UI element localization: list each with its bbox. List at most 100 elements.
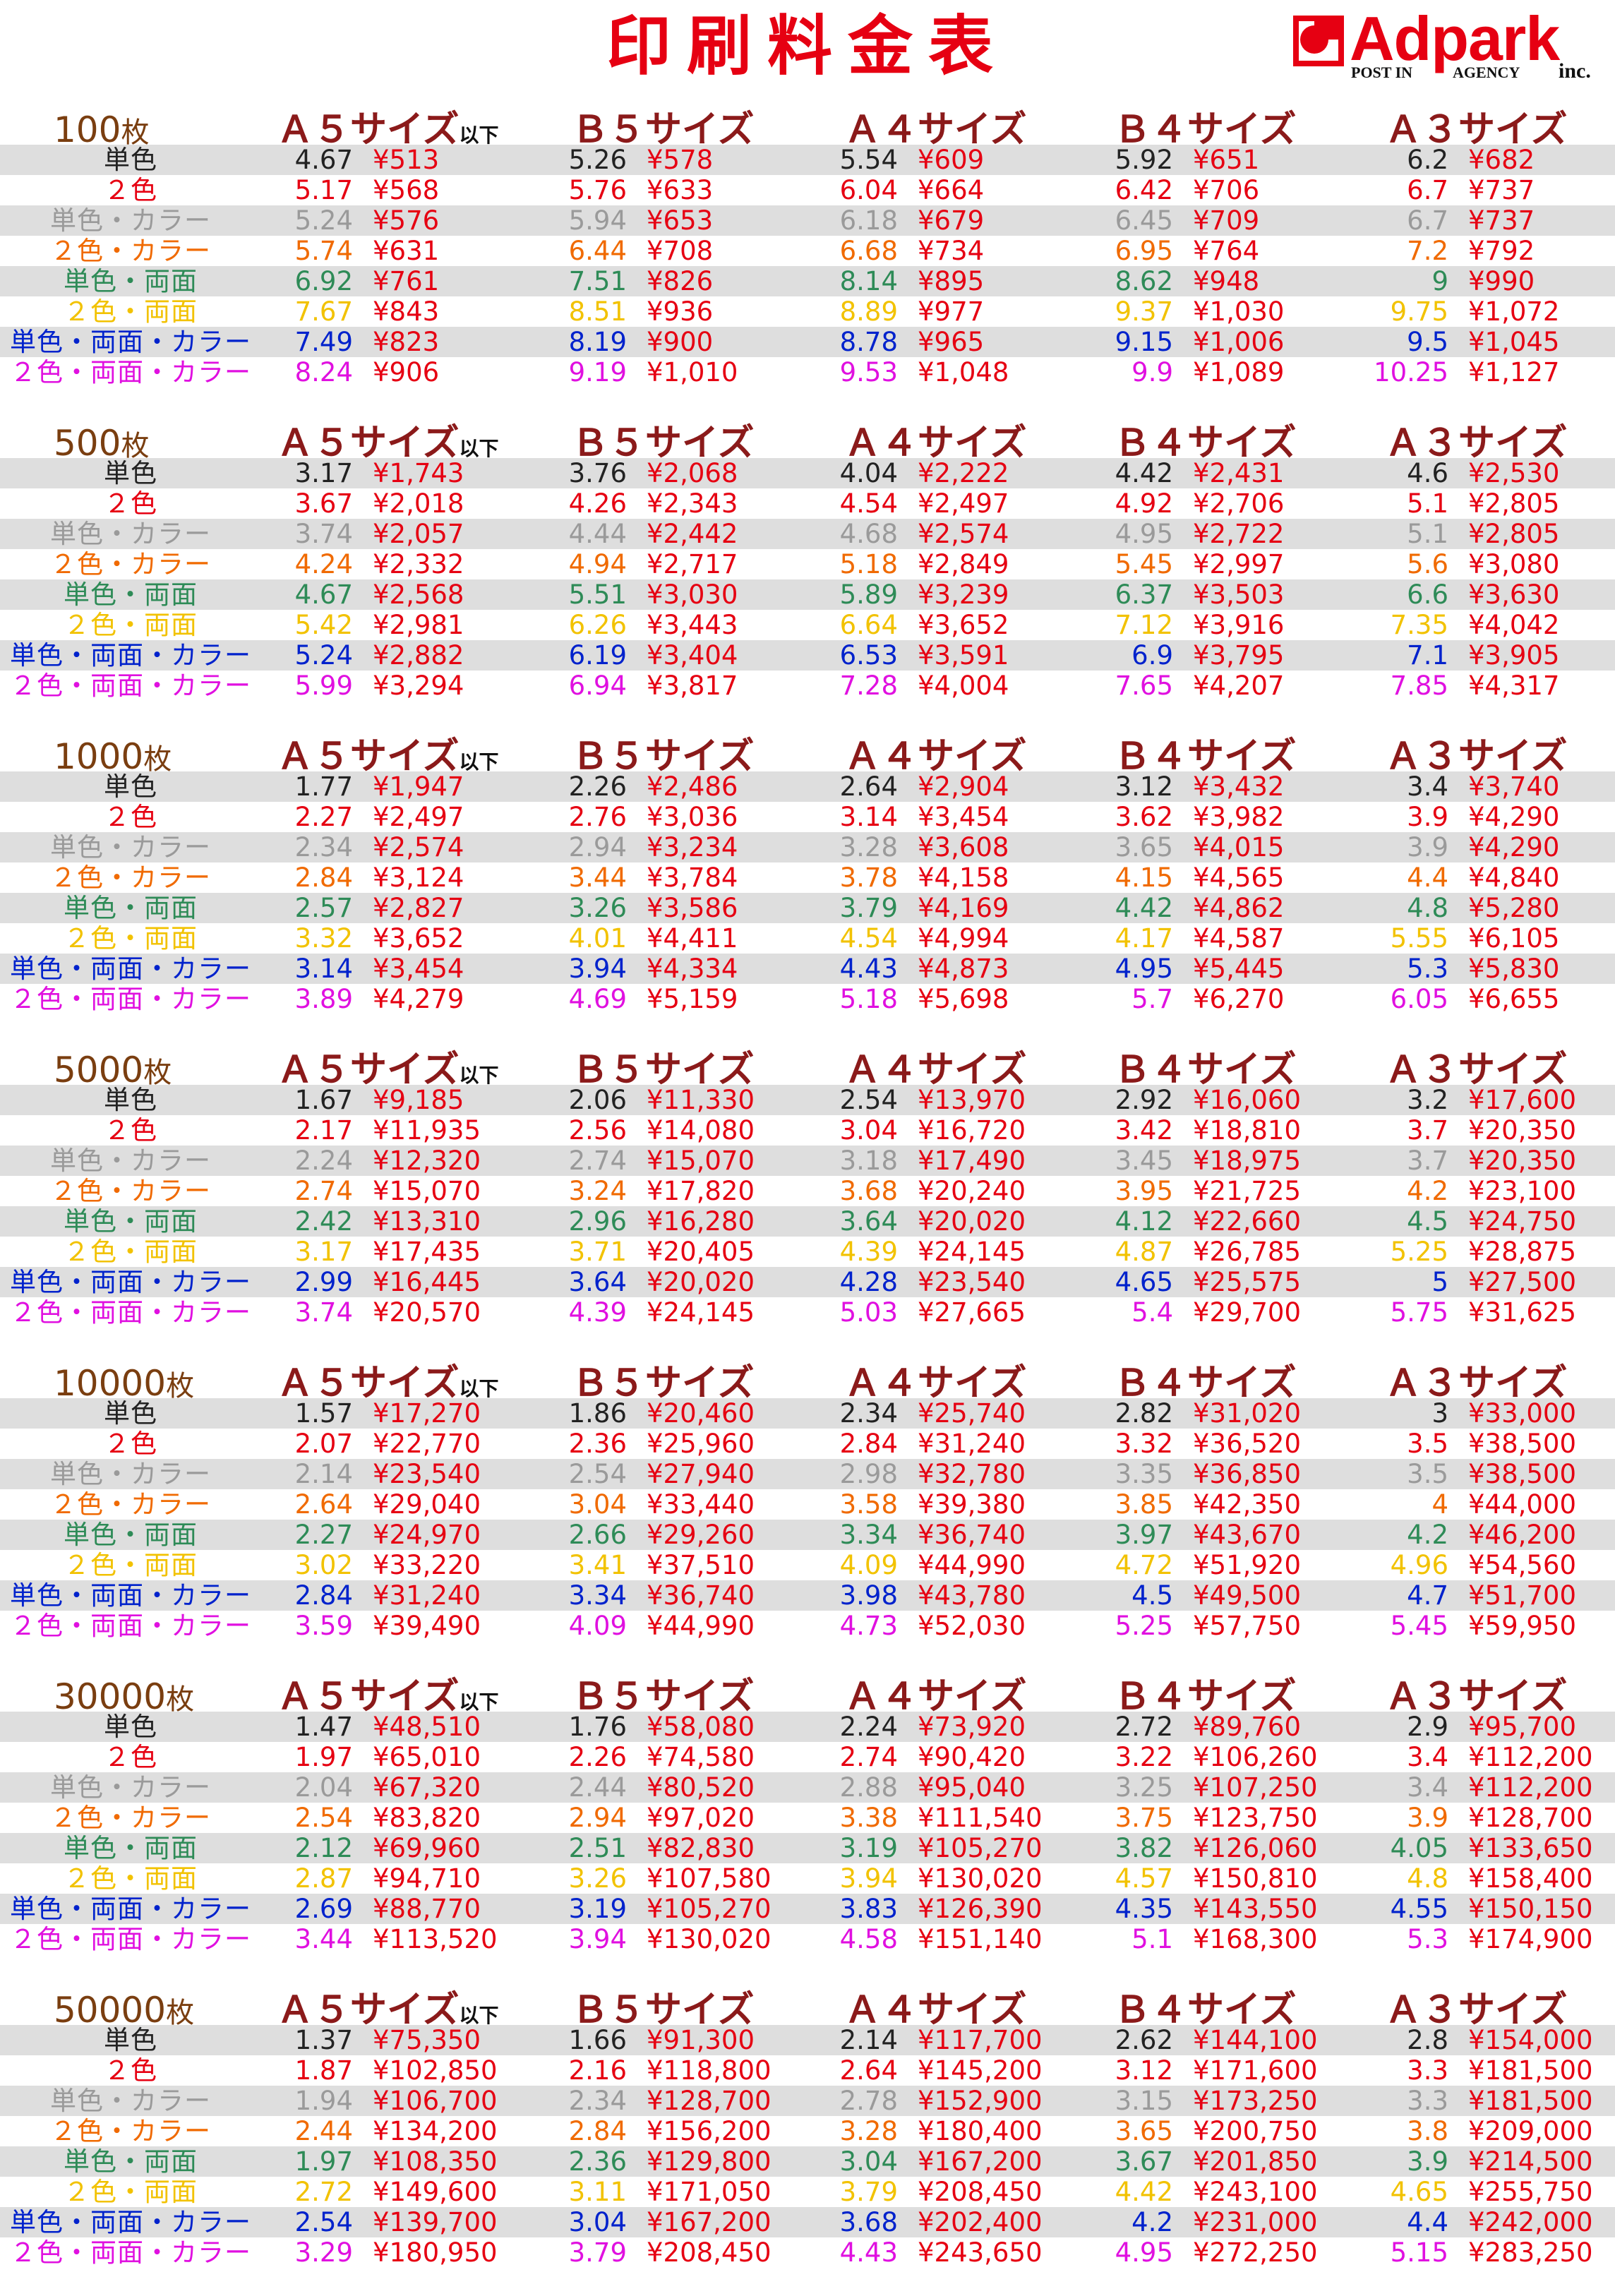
total-price: ¥1,947 [373,771,464,802]
total-price: ¥631 [373,236,440,266]
total-price: ¥16,280 [647,1206,755,1237]
unit-price: 2.06 [568,1085,627,1115]
total-price: ¥152,900 [918,2086,1043,2116]
unit-price: 3.97 [1115,1520,1173,1550]
total-price: ¥24,970 [373,1520,481,1550]
size-header: Ｂ５サイズ [572,415,754,471]
total-price: ¥4,587 [1193,923,1285,954]
total-price: ¥20,020 [647,1267,755,1297]
size-header-label: Ａ３サイズ [1385,421,1568,464]
table-row: ２色・両面 5.42 ¥2,981 6.26 ¥3,443 6.64 ¥3,652 7.12 ¥… [0,610,1615,640]
size-header: Ａ３サイズ [1385,415,1567,471]
total-price: ¥107,250 [1193,1772,1318,1803]
unit-price: 4.42 [1115,458,1173,488]
total-price: ¥167,200 [918,2146,1043,2177]
total-price: ¥31,020 [1193,1398,1302,1429]
table-row: ２色・両面・カラー 3.29 ¥180,950 3.79 ¥208,450 4.43 ¥24… [0,2237,1615,2268]
total-price: ¥82,830 [647,1833,755,1863]
unit-price: 3.79 [839,893,898,923]
size-header-label: Ａ３サイズ [1385,1362,1568,1405]
total-price: ¥3,652 [373,923,464,954]
unit-price: 4.43 [839,2237,898,2268]
unit-price: 2.99 [294,1267,353,1297]
total-price: ¥3,817 [647,671,738,701]
total-price: ¥118,800 [647,2055,772,2086]
size-header: Ａ３サイズ [1385,102,1567,158]
unit-price: 3.04 [839,1115,898,1146]
unit-price: 3.79 [839,2177,898,2207]
unit-price: 5.99 [294,671,353,701]
table-row: 単色・両面 4.67 ¥2,568 5.51 ¥3,030 5.89 ¥3,239 6.37 ¥… [0,579,1615,610]
total-price: ¥29,040 [373,1489,481,1520]
size-header-label: Ａ５サイズ [277,1048,460,1091]
total-price: ¥129,800 [647,2146,772,2177]
unit-price: 2.24 [294,1146,353,1176]
unit-price: 4.17 [1115,923,1173,954]
unit-price: 3.62 [1115,802,1173,832]
total-price: ¥706 [1193,175,1260,205]
logo-suffix: inc. [1559,59,1591,83]
total-price: ¥3,080 [1468,549,1560,579]
unit-price: 9.37 [1115,296,1173,327]
total-price: ¥5,698 [918,984,1009,1014]
unit-price: 5.7 [1131,984,1173,1014]
unit-price: 3.74 [294,1297,353,1328]
total-price: ¥65,010 [373,1742,481,1772]
total-price: ¥1,089 [1193,357,1285,387]
row-label: 単色・両面 [64,1206,198,1237]
row-label: ２色・両面 [64,2177,198,2207]
size-header-label: Ｂ５サイズ [572,421,755,464]
total-price: ¥29,260 [647,1520,755,1550]
size-header-label: Ａ３サイズ [1385,735,1568,778]
unit-price: 3.25 [1115,1772,1173,1803]
quantity-unit: 枚 [166,1997,195,2029]
unit-price: 3.78 [839,862,898,893]
size-header: Ａ４サイズ [844,1982,1026,2038]
total-price: ¥17,490 [918,1146,1026,1176]
quantity-label: 1000枚 [54,728,172,785]
total-price: ¥106,260 [1193,1742,1318,1772]
total-price: ¥31,625 [1468,1297,1577,1328]
total-price: ¥57,750 [1193,1611,1302,1641]
size-header: Ｂ５サイズ [572,1042,754,1098]
unit-price: 8.89 [839,296,898,327]
total-price: ¥20,240 [918,1176,1026,1206]
unit-price: 1.77 [294,771,353,802]
size-header-suffix: 以下 [459,2004,499,2027]
row-label: ２色 [104,2055,157,2086]
total-price: ¥761 [373,266,440,296]
total-price: ¥2,568 [373,579,464,610]
unit-price: 4.95 [1115,2237,1173,2268]
row-label: ２色・両面・カラー [10,671,251,701]
unit-price: 3.9 [1407,832,1448,862]
total-price: ¥209,000 [1468,2116,1593,2146]
unit-price: 4.09 [839,1550,898,1580]
total-price: ¥2,068 [647,458,738,488]
unit-price: 3.14 [294,954,353,984]
total-price: ¥126,390 [918,1894,1043,1924]
unit-price: 3.19 [568,1894,627,1924]
unit-price: 5.1 [1407,519,1448,549]
total-price: ¥1,010 [647,357,738,387]
total-price: ¥3,404 [647,640,738,671]
unit-price: 4.2 [1407,1520,1448,1550]
total-price: ¥2,717 [647,549,738,579]
unit-price: 3.34 [568,1580,627,1611]
unit-price: 4.94 [568,549,627,579]
total-price: ¥826 [647,266,714,296]
total-price: ¥181,500 [1468,2055,1593,2086]
logo-name: Adpark [1350,4,1560,73]
total-price: ¥20,405 [647,1237,755,1267]
total-price: ¥6,270 [1193,984,1285,1014]
unit-price: 3.94 [839,1863,898,1894]
total-price: ¥158,400 [1468,1863,1593,1894]
unit-price: 4.01 [568,923,627,954]
row-label: ２色・カラー [50,2116,211,2146]
row-label: 単色・両面 [64,1520,198,1550]
size-header: Ａ５サイズ以下 [277,728,498,785]
unit-price: 4.09 [568,1611,627,1641]
total-price: ¥90,420 [918,1742,1026,1772]
unit-price: 2.36 [568,2146,627,2177]
total-price: ¥74,580 [647,1742,755,1772]
table-row: ２色・両面 2.72 ¥149,600 3.11 ¥171,050 3.79 ¥208,45… [0,2177,1615,2207]
